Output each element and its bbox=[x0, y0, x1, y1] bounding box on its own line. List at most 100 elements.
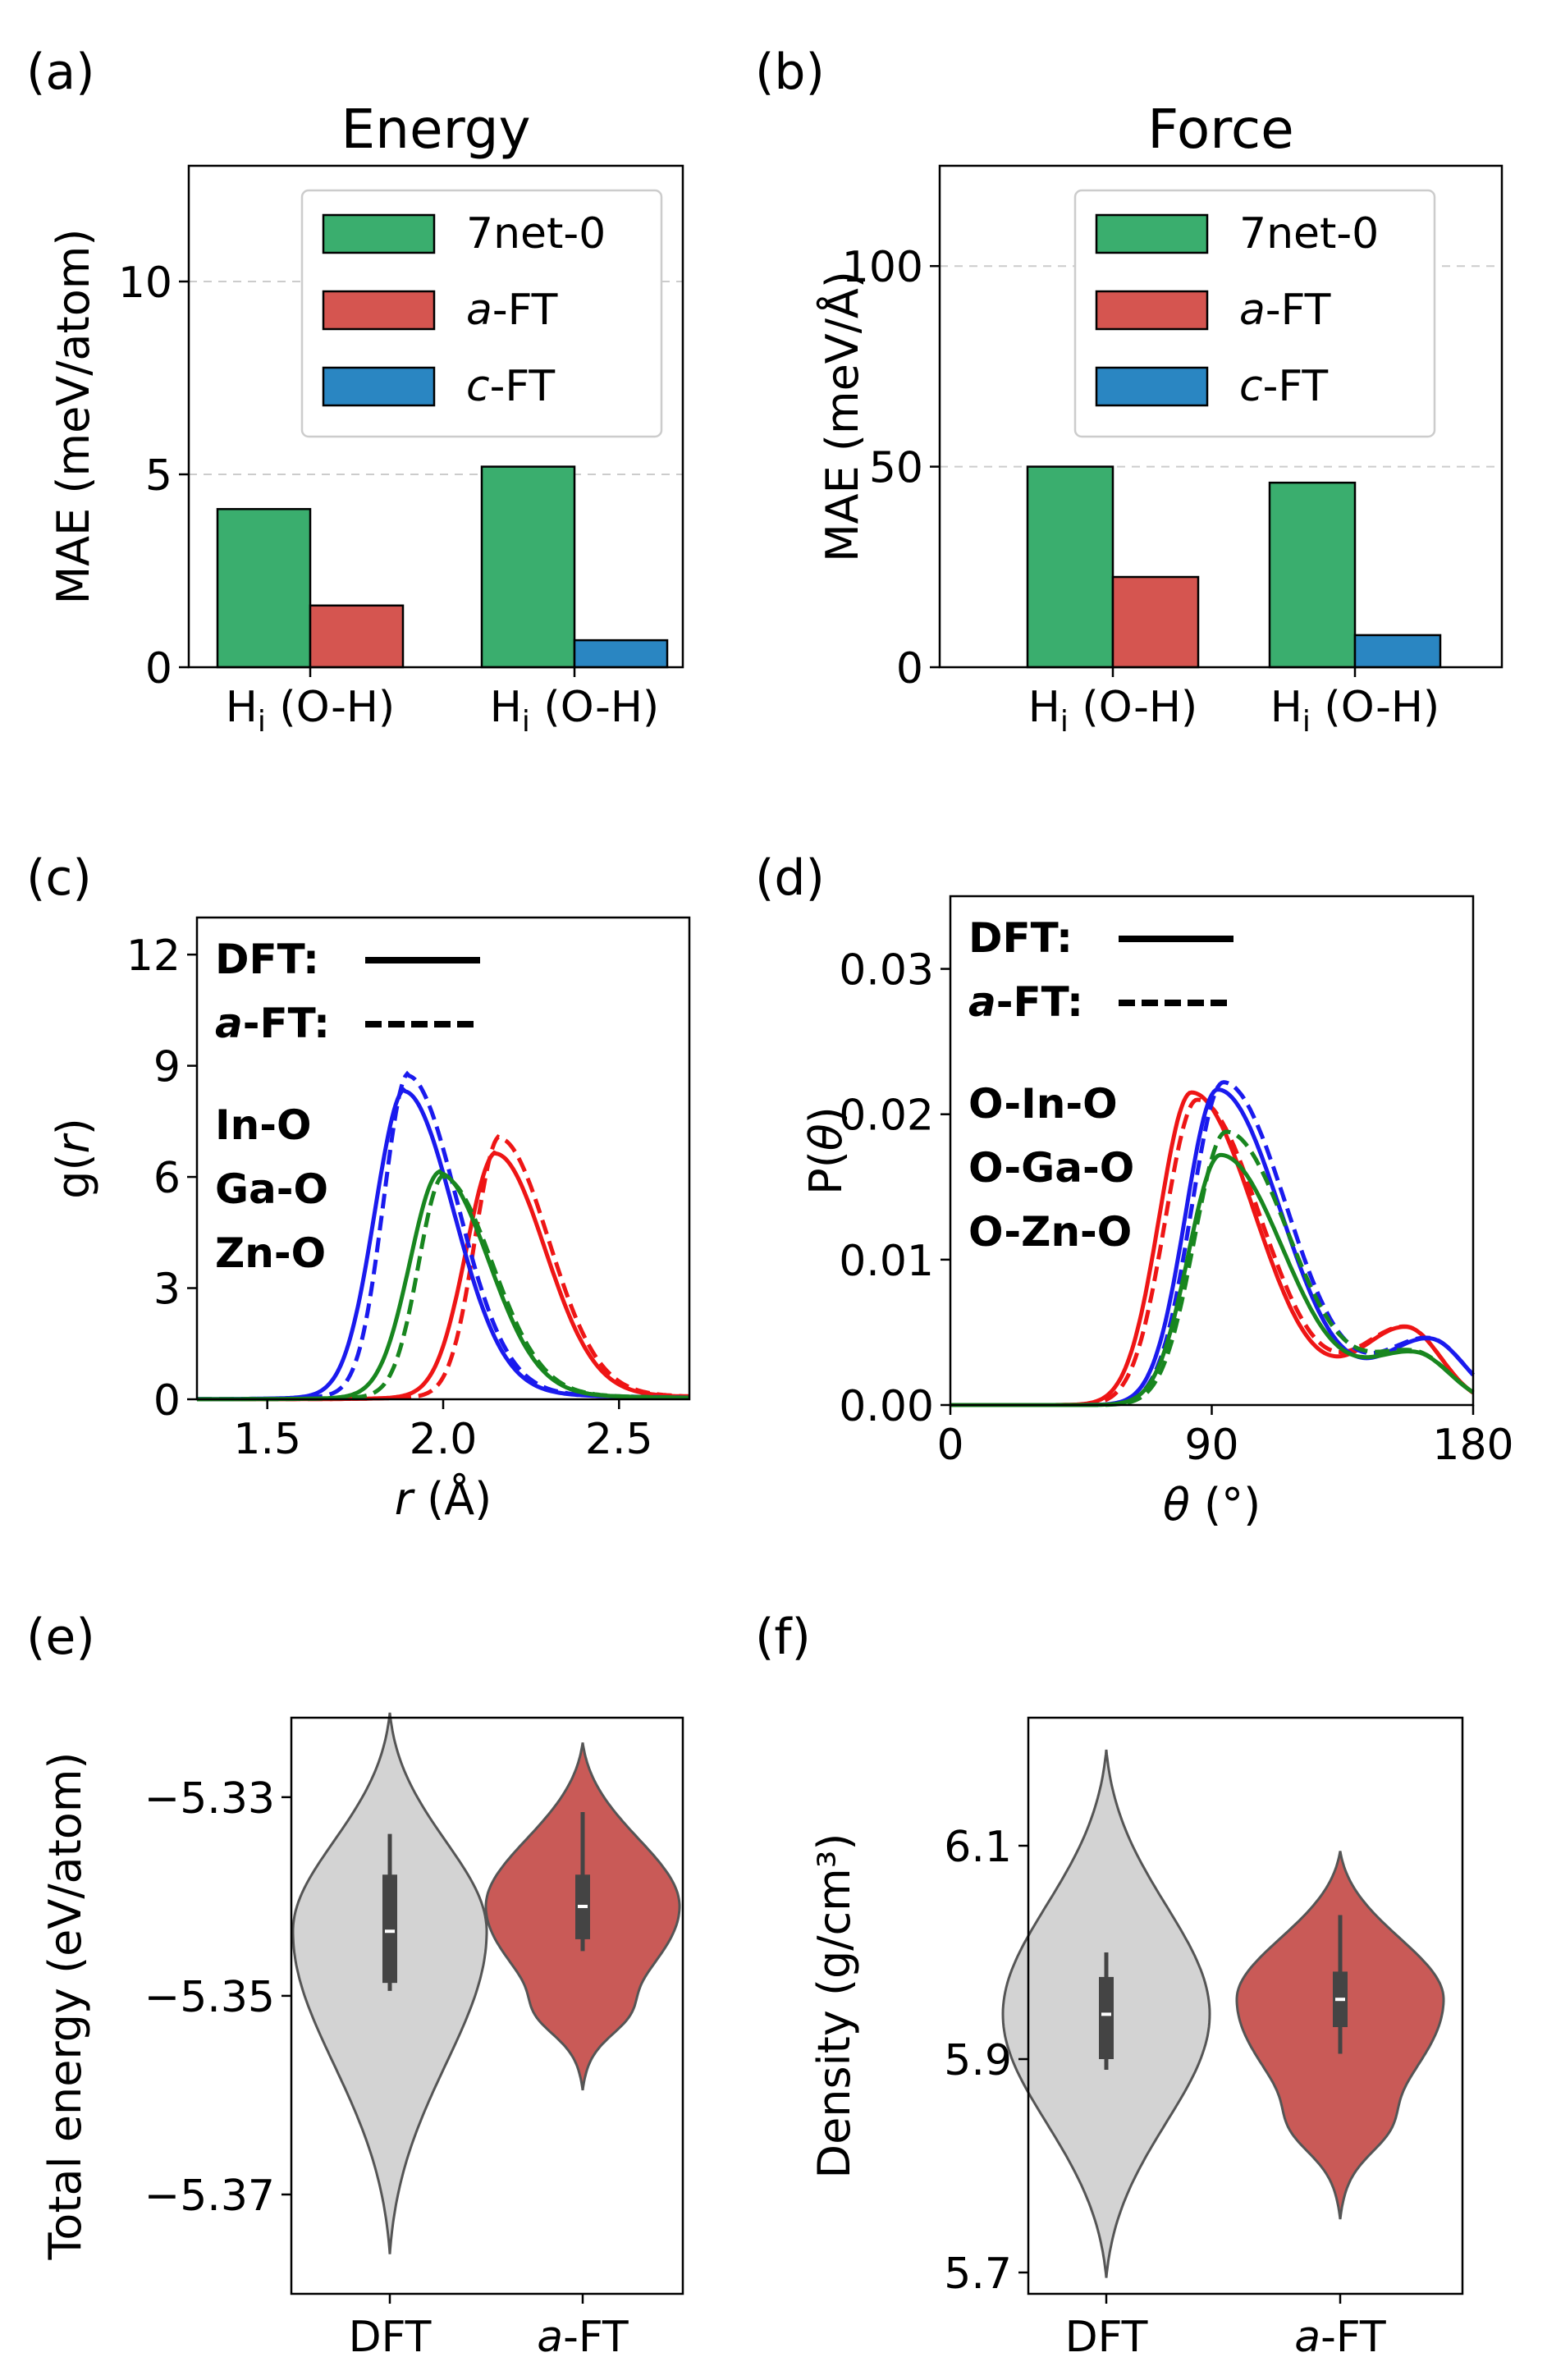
y-tick-label: 12 bbox=[126, 931, 181, 981]
label-text: -FT bbox=[1320, 2313, 1386, 2362]
label-text: DFT: bbox=[968, 914, 1073, 962]
y-axis-var: θ bbox=[800, 1124, 852, 1151]
italic-prefix: a bbox=[215, 1000, 243, 1047]
y-tick-label: 0 bbox=[896, 644, 923, 693]
x-tick-sub: i bbox=[1302, 705, 1311, 739]
y-tick-label: −5.37 bbox=[144, 2172, 275, 2221]
x-axis-var: θ bbox=[1163, 1479, 1190, 1531]
chart-title: Energy bbox=[341, 98, 530, 161]
series-line-zn-o-aft bbox=[197, 1173, 690, 1402]
y-tick-label: 9 bbox=[153, 1043, 181, 1092]
violin-iqr-box bbox=[1099, 1976, 1114, 2059]
italic-prefix: a bbox=[537, 2313, 563, 2362]
label-text: -FT bbox=[492, 286, 558, 335]
x-tick-label: Hi (O-H) bbox=[490, 683, 659, 739]
bar-c-ft bbox=[573, 638, 669, 669]
italic-prefix: a bbox=[1294, 2313, 1320, 2362]
x-axis-unit: (Å) bbox=[413, 1472, 492, 1525]
y-tick-label: 0 bbox=[145, 644, 172, 693]
label-text: DFT bbox=[349, 2313, 432, 2362]
y-tick-label: 0.02 bbox=[839, 1092, 934, 1141]
x-axis-unit: (°) bbox=[1190, 1479, 1261, 1531]
bar-c-ft bbox=[1353, 634, 1442, 669]
y-tick-label: 3 bbox=[153, 1266, 181, 1315]
series-label: Ga-O bbox=[215, 1165, 328, 1213]
bar-7net-0 bbox=[216, 508, 312, 669]
legend-swatch bbox=[322, 290, 436, 331]
label-text: -FT bbox=[490, 362, 556, 411]
label-text: -FT bbox=[1263, 362, 1329, 411]
x-tick-sub: i bbox=[258, 705, 266, 739]
legend-label: a-FT bbox=[466, 286, 558, 335]
x-tick-main: H bbox=[1028, 683, 1060, 732]
x-tick-sub: i bbox=[1060, 705, 1069, 739]
y-axis-post: ) bbox=[48, 1118, 99, 1135]
density-violin-chart: 5.7 5.9 6.1 DFT a-FT Density (g/cm³) bbox=[808, 1716, 1464, 2362]
bar-a-ft bbox=[1111, 575, 1200, 669]
italic-prefix: a bbox=[466, 286, 492, 335]
x-tick-label: a-FT bbox=[537, 2313, 629, 2362]
bar-a-ft bbox=[309, 604, 405, 669]
x-tick-label: Hi (O-H) bbox=[1028, 683, 1197, 739]
italic-prefix: c bbox=[466, 362, 490, 411]
series-line-in-o-aft bbox=[197, 1133, 690, 1402]
legend-swatch bbox=[322, 213, 436, 254]
y-tick-label: 5 bbox=[145, 451, 172, 501]
label-text: DFT bbox=[1065, 2313, 1148, 2362]
x-tick-label: 90 bbox=[1184, 1421, 1238, 1470]
axes-frame bbox=[290, 1716, 684, 2295]
style-legend-label: a-FT: bbox=[968, 978, 1083, 1026]
x-tick-rest: (O-H) bbox=[266, 683, 395, 732]
energy-violin-chart: −5.33 −5.35 −5.37 DFT a-FT Total energy (eV/a… bbox=[39, 1712, 684, 2362]
y-tick-label: 6 bbox=[153, 1154, 181, 1203]
style-legend-label: DFT: bbox=[215, 936, 319, 983]
x-tick-label: 0 bbox=[936, 1421, 963, 1470]
axes-frame bbox=[938, 164, 1504, 669]
x-tick-main: H bbox=[226, 683, 258, 732]
x-tick-label: 2.0 bbox=[410, 1415, 478, 1464]
series-line-ga-o-aft bbox=[197, 1070, 689, 1402]
y-tick-label: 6.1 bbox=[944, 1823, 1012, 1872]
x-tick-rest: (O-H) bbox=[1311, 683, 1439, 732]
y-axis-label: Density (g/cm³) bbox=[808, 1833, 860, 2178]
series-line-o-zn-o-aft bbox=[950, 1129, 1475, 1407]
y-tick-label: 100 bbox=[842, 243, 923, 292]
legend-swatch bbox=[1095, 290, 1209, 331]
legend-label: c-FT bbox=[1239, 362, 1328, 411]
italic-prefix: c bbox=[1239, 362, 1263, 411]
x-tick-label: Hi (O-H) bbox=[1270, 683, 1439, 739]
series-label: Zn-O bbox=[215, 1229, 326, 1277]
series-label: In-O bbox=[215, 1101, 311, 1149]
bar-7net-0 bbox=[480, 465, 576, 669]
y-tick-label: 0.03 bbox=[839, 946, 934, 995]
series-label: O-In-O bbox=[968, 1080, 1118, 1128]
y-axis-label: P(θ) bbox=[800, 1106, 852, 1195]
x-tick-rest: (O-H) bbox=[1069, 683, 1197, 732]
legend-swatch bbox=[322, 366, 436, 407]
x-tick-label: Hi (O-H) bbox=[226, 683, 395, 739]
x-tick-label: 180 bbox=[1432, 1421, 1513, 1470]
y-axis-post: ) bbox=[800, 1106, 852, 1124]
label-text: -FT: bbox=[996, 978, 1083, 1026]
y-tick-label: −5.35 bbox=[144, 1973, 275, 2022]
bar-7net-0 bbox=[1026, 465, 1114, 669]
y-tick-label: 5.7 bbox=[944, 2250, 1012, 2299]
violin-iqr-box bbox=[382, 1874, 397, 1984]
x-tick-label: DFT bbox=[1065, 2313, 1148, 2362]
axes-frame bbox=[1027, 1716, 1464, 2295]
y-axis-var: r bbox=[48, 1133, 99, 1153]
y-axis-label: Total energy (eV/atom) bbox=[39, 1752, 91, 2261]
y-axis-label: MAE (meV/Å) bbox=[816, 271, 868, 562]
series-label: O-Zn-O bbox=[968, 1208, 1132, 1256]
y-tick-label: 10 bbox=[118, 259, 172, 308]
style-legend-label: a-FT: bbox=[215, 1000, 330, 1047]
y-tick-label: 0 bbox=[153, 1376, 181, 1426]
y-axis-pre: g( bbox=[48, 1153, 99, 1198]
panel-label-d: (d) bbox=[755, 849, 825, 907]
y-axis-label: MAE (meV/atom) bbox=[48, 229, 99, 605]
x-tick-label: a-FT bbox=[1294, 2313, 1386, 2362]
panel-label-c: (c) bbox=[26, 849, 92, 907]
